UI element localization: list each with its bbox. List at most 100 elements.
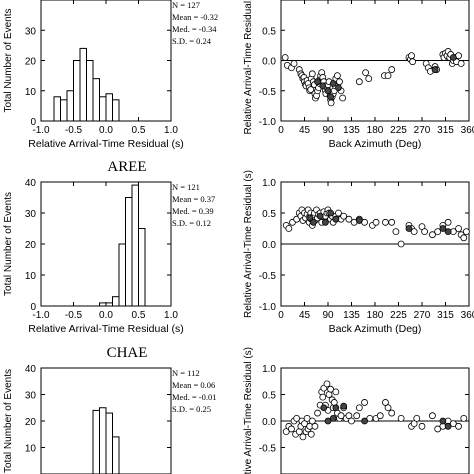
- data-point: [382, 218, 389, 226]
- data-point: [345, 215, 353, 223]
- data-point-filled: [324, 87, 332, 95]
- histogram-bar: [105, 302, 113, 307]
- data-point-filled: [314, 78, 321, 86]
- data-point-filled: [355, 217, 363, 224]
- data-point: [460, 414, 468, 422]
- data-point: [413, 414, 421, 422]
- stat-line: Mean = 0.06: [172, 380, 215, 390]
- histogram-bar: [60, 99, 68, 122]
- histogram-bar: [79, 47, 87, 122]
- histogram-panel-1: 0 10 20 30 40 -1.0 -0.5 0.0 0.5 1.0 Relative Arriv…: [3, 178, 215, 335]
- data-point: [333, 72, 341, 80]
- histogram-bar: [66, 90, 74, 122]
- data-point-filled: [327, 209, 335, 217]
- data-point: [455, 225, 462, 232]
- y-tick-label: 1.0: [262, 178, 276, 189]
- x-tick-label: 270: [414, 310, 431, 321]
- x-tick-label: 1.0: [164, 125, 178, 136]
- y-tick-label: 40: [25, 364, 37, 375]
- data-point: [337, 412, 345, 420]
- data-point: [434, 228, 442, 236]
- histogram-bar: [112, 436, 120, 474]
- x-tick-label: 0.5: [132, 125, 146, 136]
- data-point: [457, 60, 465, 67]
- x-tick-label: 0: [278, 310, 284, 321]
- y-tick-label: 30: [25, 209, 37, 220]
- stat-line: Med. = -0.01: [172, 392, 216, 402]
- data-point: [444, 218, 452, 226]
- data-point: [281, 54, 289, 61]
- y-tick-label: 0.5: [262, 391, 276, 402]
- data-point-filled: [439, 417, 447, 425]
- histogram-bar: [125, 197, 133, 307]
- data-point: [282, 428, 290, 436]
- histogram-panel-2: 10 20 30 40 Total Number of Events N = 112 Mea…: [3, 364, 216, 474]
- data-point-filled: [332, 404, 340, 412]
- histogram-bar: [138, 228, 146, 307]
- data-point: [429, 412, 436, 420]
- data-point-filled: [361, 417, 368, 425]
- histogram-bar: [53, 96, 61, 122]
- histogram-bar: [112, 99, 120, 122]
- x-tick-label: 0.0: [99, 125, 113, 136]
- y-axis-label: Relative Arrival-Time Residual (s): [243, 170, 254, 318]
- y-axis-label: Total Number of Events: [3, 369, 14, 473]
- data-point: [355, 78, 363, 86]
- data-point-filled: [319, 82, 327, 90]
- data-point-filled: [316, 212, 324, 220]
- data-point: [410, 228, 418, 236]
- stat-line: N = 127: [172, 0, 200, 10]
- data-point: [327, 385, 335, 393]
- histogram-bar: [73, 60, 81, 122]
- y-tick-label: 10: [25, 87, 37, 98]
- data-point: [408, 52, 415, 60]
- y-tick-label: 0.5: [262, 209, 276, 220]
- data-point: [409, 58, 417, 66]
- data-point-filled: [327, 93, 335, 101]
- data-point: [361, 399, 368, 406]
- data-point: [397, 414, 405, 422]
- data-point: [290, 60, 298, 67]
- x-tick-label: 90: [322, 125, 334, 136]
- x-tick-label: 315: [437, 310, 454, 321]
- y-tick-label: -0.5: [259, 271, 277, 282]
- data-point: [307, 86, 315, 93]
- histogram-bar: [92, 409, 100, 474]
- stat-line: Mean = 0.37: [172, 194, 215, 204]
- y-tick-label: 0.0: [262, 417, 276, 428]
- stat-line: Med. = 0.39: [172, 206, 214, 216]
- data-point: [311, 422, 319, 430]
- y-tick-label: -0.5: [259, 444, 277, 455]
- data-point-filled: [329, 414, 337, 422]
- x-tick-label: 135: [343, 310, 360, 321]
- x-tick-label: 1.0: [164, 310, 178, 321]
- data-point: [449, 420, 457, 428]
- stat-line: S.D. = 0.12: [172, 218, 211, 228]
- y-tick-label: -0.5: [259, 87, 277, 98]
- stat-line: Med. = -0.34: [172, 24, 217, 34]
- data-point: [308, 417, 316, 425]
- data-point: [384, 404, 392, 412]
- azimuth-panel-2: -0.5 0.0 0.5 1.0 Relative Arrival-Time Resid…: [243, 347, 470, 474]
- x-tick-label: -1.0: [32, 310, 50, 321]
- x-tick-label: 315: [437, 125, 454, 136]
- histogram-bar: [105, 412, 113, 474]
- data-point: [348, 417, 355, 425]
- x-tick-label: 225: [390, 310, 407, 321]
- data-point-filled: [309, 218, 317, 226]
- data-point: [299, 433, 307, 441]
- data-point: [293, 414, 301, 422]
- x-tick-label: 0: [278, 125, 284, 136]
- x-tick-label: 225: [390, 125, 407, 136]
- x-tick-label: 90: [322, 310, 334, 321]
- stat-line: Mean = -0.32: [172, 12, 218, 22]
- y-tick-label: 10: [25, 271, 37, 282]
- histogram-bar: [112, 296, 120, 307]
- data-point-filled: [444, 422, 452, 430]
- x-tick-label: -0.5: [65, 310, 83, 321]
- x-tick-label: 135: [343, 125, 360, 136]
- data-point-filled: [405, 225, 413, 232]
- data-point: [301, 420, 308, 428]
- y-axis-label: Relative Arrival-Time Residual (s): [243, 0, 254, 135]
